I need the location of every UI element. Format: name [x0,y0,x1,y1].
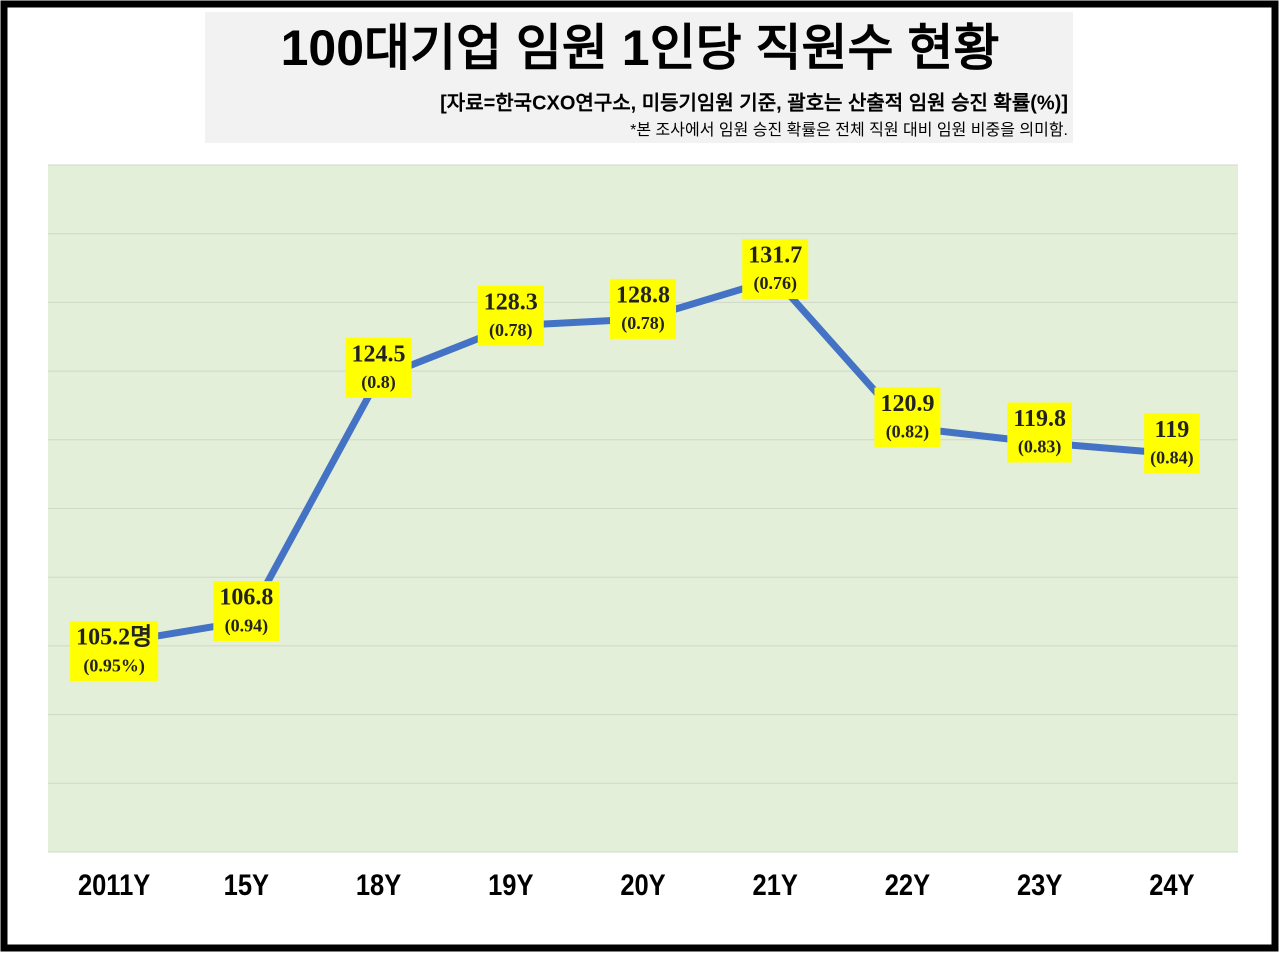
rate-label: (0.84) [1150,448,1194,469]
data-label: 128.3 (0.78) [477,285,544,346]
rate-label: (0.95%) [83,655,145,676]
data-label: 124.5 (0.8) [345,337,412,398]
note: *본 조사에서 임원 승진 확률은 전체 직원 대비 임원 비중을 의미함. [630,121,1068,139]
x-tick-label: 15Y [224,868,270,901]
label-box [742,239,809,300]
rate-label: (0.82) [886,422,930,443]
value-label: 128.8 [616,282,670,308]
data-label: 119.8 (0.83) [1007,402,1073,463]
label-box [477,285,544,346]
rate-label: (0.83) [1018,437,1062,458]
data-label: 119 (0.84) [1144,413,1200,474]
value-label: 128.3 [484,289,538,315]
value-label: 119.8 [1013,406,1066,432]
data-label: 106.8 (0.94) [213,581,280,642]
label-box [1007,402,1073,463]
x-tick-label: 24Y [1149,868,1195,901]
value-label: 131.7 [748,243,802,269]
x-tick-label: 2011Y [78,868,151,901]
value-label: 105.2명 [76,624,152,651]
label-box [70,621,159,682]
data-label: 105.2명 (0.95%) [70,621,159,682]
chart-title: 100대기업 임원 1인당 직원수 현황 [281,20,1000,76]
value-label: 106.8 [219,585,273,611]
label-box [345,337,412,398]
rate-label: (0.8) [361,372,396,393]
data-label: 128.8 (0.78) [610,278,676,339]
label-box [213,581,280,642]
label-box [874,387,941,448]
x-tick-label: 22Y [885,868,931,901]
rate-label: (0.78) [489,320,533,341]
data-label: 131.7 (0.76) [742,239,809,300]
rate-label: (0.94) [225,615,269,636]
label-box [1144,413,1200,474]
value-label: 119 [1155,417,1190,443]
title-box [205,12,1073,143]
x-tick-label: 21Y [753,868,799,901]
value-label: 124.5 [352,341,406,367]
x-tick-label: 20Y [620,868,666,901]
rate-label: (0.76) [753,273,797,294]
label-box [610,278,676,339]
x-tick-label: 18Y [356,868,402,901]
data-label: 120.9 (0.82) [874,387,941,448]
x-tick-label: 23Y [1017,868,1063,901]
rate-label: (0.78) [621,313,665,334]
value-label: 120.9 [880,391,934,417]
x-tick-label: 19Y [488,868,534,901]
subtitle: [자료=한국CXO연구소, 미등기임원 기준, 괄호는 산출적 임원 승진 확률… [440,90,1068,114]
